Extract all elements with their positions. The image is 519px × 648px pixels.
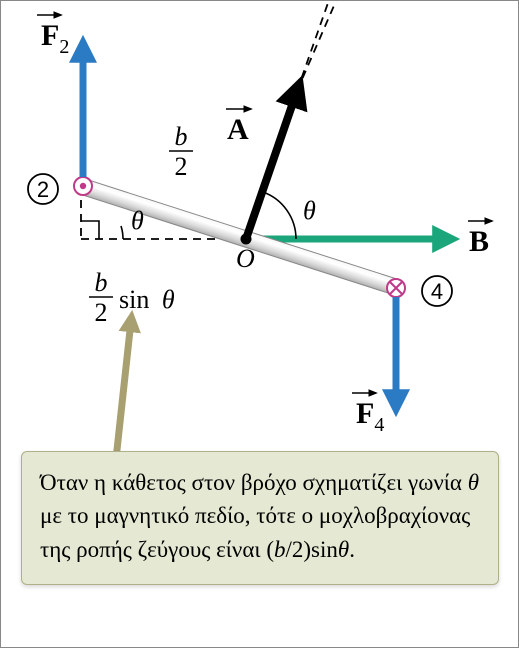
label-b: B [468, 221, 492, 258]
caption-theta2: θ [338, 537, 349, 562]
label-b-text: B [469, 225, 489, 258]
origin-label: O [236, 244, 255, 273]
circled-number-4-label: 4 [431, 279, 443, 304]
vector-a [246, 91, 297, 239]
svg-text:F2: F2 [41, 19, 69, 58]
circled-number-4: 4 [422, 276, 452, 306]
caption-b: b [274, 537, 286, 562]
sin-theta: θ [162, 285, 175, 314]
frac-b-num: b [175, 122, 188, 151]
label-f2: F2 [37, 15, 69, 58]
frac-bs-den: 2 [95, 298, 108, 327]
diagram-svg: 2 4 F2 F4 B A O θ θ b 2 b [1, 1, 519, 471]
label-f4-text: F [356, 397, 374, 430]
theta-left-label: θ [131, 206, 144, 235]
caption-mid2: /2)sin [285, 537, 337, 562]
origin-dot [241, 234, 252, 245]
right-angle-marker [81, 221, 99, 239]
frac-b-den: 2 [175, 152, 188, 181]
a-extension-dashed-2 [297, 1, 336, 91]
angle-arc-left [121, 226, 123, 239]
label-b-over-2-sin: b 2 sin θ [89, 268, 175, 327]
circled-number-2-label: 2 [37, 177, 49, 202]
frac-bs-num: b [95, 268, 108, 297]
svg-text:F4: F4 [356, 397, 384, 436]
label-b-over-2: b 2 [169, 122, 193, 181]
caption-theta1: θ [468, 470, 479, 495]
angle-arc-center [263, 192, 296, 239]
caption-pointer [116, 321, 131, 459]
label-f2-sub: 2 [59, 36, 69, 58]
caption-pre: Όταν η κάθετος στον βρόχο σχηματίζει γων… [40, 470, 468, 495]
figure-container: 2 4 F2 F4 B A O θ θ b 2 b [0, 0, 519, 648]
circled-number-2: 2 [28, 174, 58, 204]
label-f4-sub: 4 [374, 414, 384, 436]
caption-box: Όταν η κάθετος στον βρόχο σχηματίζει γων… [21, 451, 499, 585]
theta-center-label: θ [303, 196, 316, 225]
sin-text: sin [119, 285, 156, 314]
caption-mid1: με το μαγνητικό πεδίο, τότε ο μοχλοβραχί… [40, 503, 470, 561]
label-f4: F4 [352, 393, 384, 436]
svg-text:sin θ: sin θ [119, 285, 175, 314]
end-marker-4 [387, 279, 405, 297]
label-a-text: A [227, 113, 249, 146]
caption-end: . [349, 537, 355, 562]
label-a: A [226, 109, 251, 146]
end-marker-2 [74, 177, 92, 195]
label-f2-text: F [41, 19, 59, 52]
